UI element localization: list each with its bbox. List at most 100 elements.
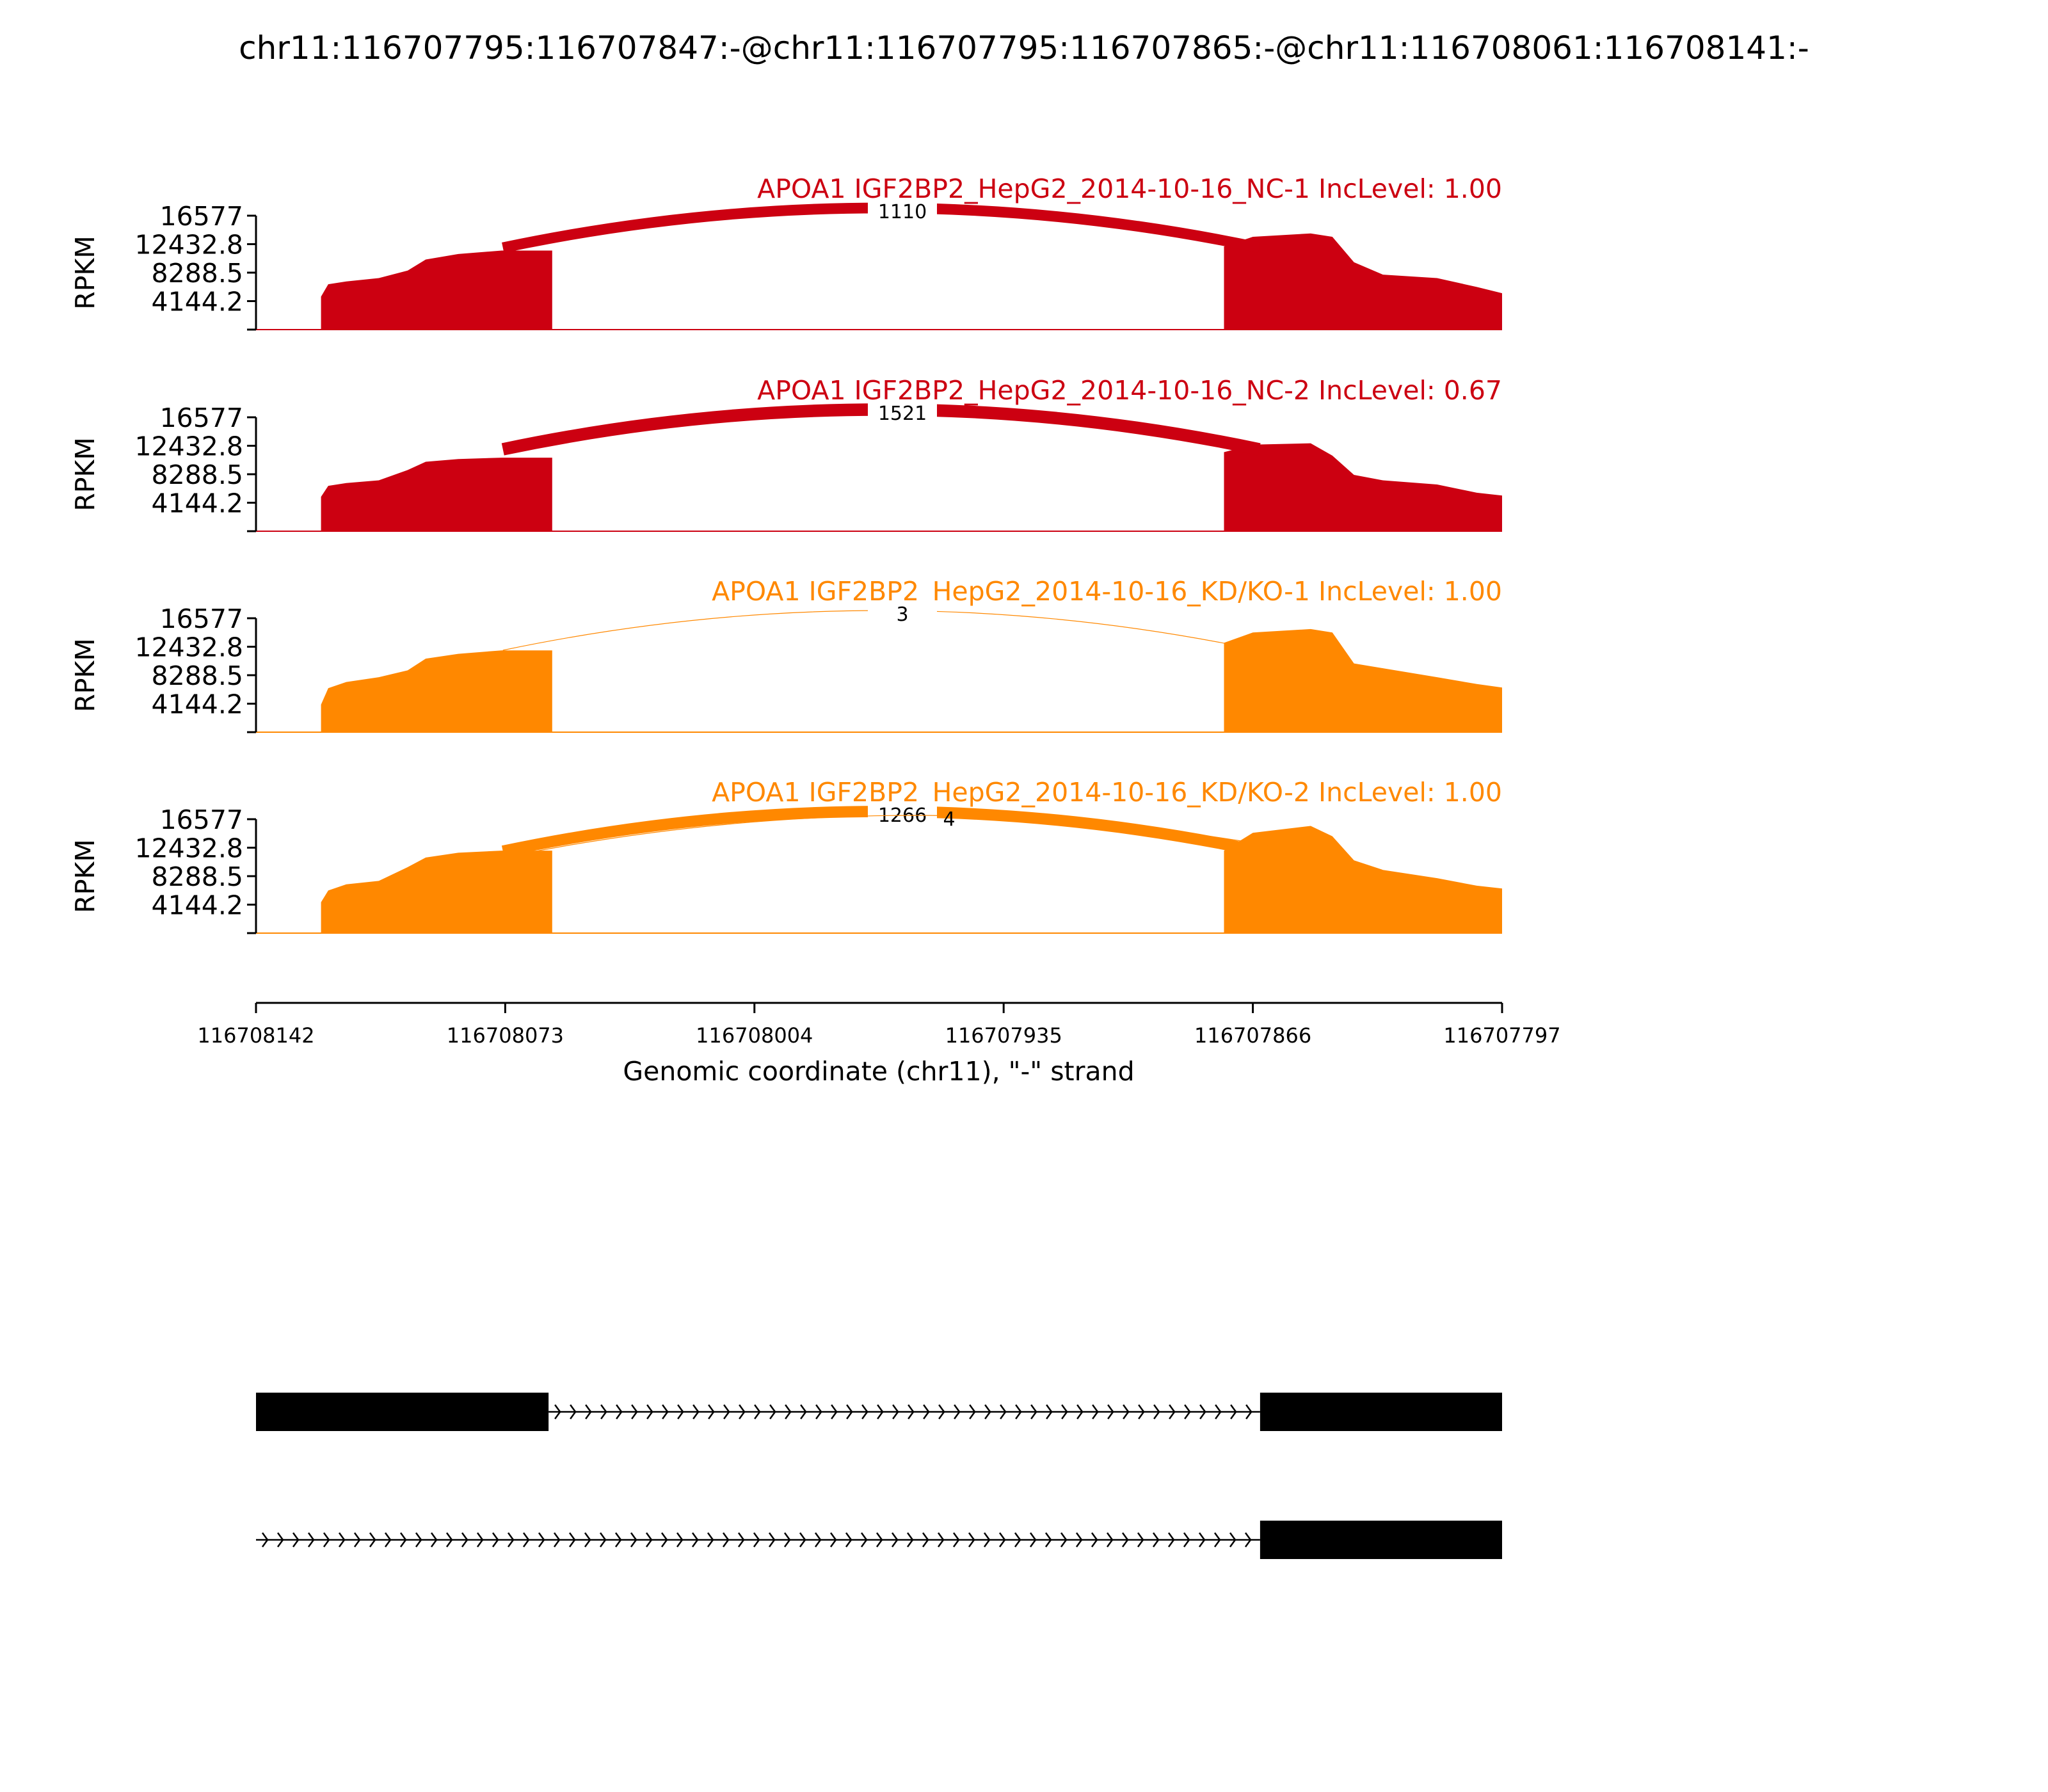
strand-arrow (600, 1404, 607, 1420)
strand-arrow (906, 1532, 914, 1548)
y-tick-label: 4144.2 (152, 689, 243, 720)
exon-block (256, 1393, 549, 1431)
strand-arrow (1244, 1532, 1252, 1548)
strand-arrow (307, 1532, 315, 1548)
exon-block (1260, 1521, 1502, 1559)
strand-arrow (768, 1532, 776, 1548)
strand-arrow (568, 1532, 576, 1548)
strand-arrow (522, 1532, 530, 1548)
strand-arrow (860, 1532, 868, 1548)
strand-arrow (952, 1532, 960, 1548)
strand-arrow (415, 1532, 422, 1548)
strand-arrow (831, 1404, 838, 1420)
isoform-2 (256, 1521, 1502, 1559)
strand-arrow (692, 1404, 700, 1420)
strand-arrow (754, 1404, 761, 1420)
strand-arrow (676, 1532, 684, 1548)
strand-arrow (861, 1404, 868, 1420)
junction-label-bg (868, 401, 937, 426)
strand-arrow (954, 1404, 961, 1420)
strand-arrow (616, 1404, 623, 1420)
coverage-area (256, 826, 1502, 933)
strand-arrow (1229, 1532, 1236, 1548)
y-tick-label: 8288.5 (152, 660, 243, 691)
y-tick-label: 8288.5 (152, 258, 243, 289)
strand-arrow (1213, 1532, 1221, 1548)
y-axis-label: RPKM (70, 236, 100, 309)
strand-arrow (660, 1532, 668, 1548)
strand-arrow (399, 1532, 407, 1548)
x-tick-label: 116708004 (696, 1023, 813, 1048)
strand-arrow (1014, 1532, 1021, 1548)
strand-arrow (1138, 1404, 1145, 1420)
strand-arrow (908, 1404, 915, 1420)
strand-arrow (662, 1404, 669, 1420)
strand-arrow (922, 1532, 929, 1548)
strand-arrow (1245, 1404, 1252, 1420)
strand-arrow (1107, 1404, 1114, 1420)
strand-arrow (892, 1404, 899, 1420)
strand-arrow (769, 1404, 776, 1420)
junction-label: 1521 (878, 403, 927, 425)
coverage-area (256, 628, 1502, 732)
strand-arrow (585, 1404, 592, 1420)
strand-arrow (785, 1404, 792, 1420)
junction-label: 1110 (878, 201, 927, 223)
strand-arrow (276, 1532, 284, 1548)
strand-arrow (845, 1532, 852, 1548)
strand-arrow (969, 1404, 976, 1420)
strand-arrow (1198, 1532, 1206, 1548)
y-tick-label: 16577 (160, 804, 243, 835)
strand-arrow (445, 1532, 453, 1548)
strand-arrow (708, 1404, 715, 1420)
strand-arrow (1092, 1404, 1099, 1420)
strand-arrow (876, 1532, 883, 1548)
strand-arrow (923, 1404, 930, 1420)
strand-arrow (1044, 1532, 1052, 1548)
y-tick-label: 16577 (160, 403, 243, 433)
strand-arrow (645, 1532, 653, 1548)
y-axis-label: RPKM (70, 839, 100, 913)
strand-arrow (1106, 1532, 1114, 1548)
strand-arrow (846, 1404, 853, 1420)
strand-arrow (353, 1532, 361, 1548)
strand-arrow (1061, 1404, 1068, 1420)
strand-arrow (800, 1404, 807, 1420)
strand-arrow (553, 1532, 561, 1548)
strand-arrow (891, 1532, 899, 1548)
strand-arrow (1137, 1532, 1144, 1548)
strand-arrow (877, 1404, 884, 1420)
strand-arrow (369, 1532, 376, 1548)
exon-block (1260, 1393, 1502, 1431)
y-tick-label: 16577 (160, 201, 243, 232)
strand-arrow (723, 1404, 730, 1420)
strand-arrow (998, 1532, 1006, 1548)
strand-arrow (1183, 1532, 1190, 1548)
strand-arrow (1046, 1404, 1053, 1420)
strand-arrow (1230, 1404, 1237, 1420)
strand-arrow (384, 1532, 392, 1548)
strand-arrow (570, 1404, 577, 1420)
strand-arrow (507, 1532, 515, 1548)
x-tick-label: 116707797 (1443, 1023, 1560, 1048)
strand-arrow (1153, 1404, 1160, 1420)
strand-arrow (1199, 1404, 1206, 1420)
isoform-1 (256, 1393, 1502, 1431)
strand-arrow (554, 1404, 561, 1420)
x-axis: 116708142 116708073 116708004 116707935 1167… (197, 1002, 1561, 1087)
strand-arrow (631, 1404, 638, 1420)
y-tick-label: 12432.8 (134, 833, 243, 863)
strand-arrow (737, 1532, 745, 1548)
plot-title: chr11:116707795:116707847:-@chr11:116707… (239, 29, 1809, 67)
strand-arrow (691, 1532, 699, 1548)
strand-arrow (677, 1404, 684, 1420)
strand-arrow (722, 1532, 730, 1548)
y-tick-label: 12432.8 (134, 431, 243, 461)
y-axis-label: RPKM (70, 638, 100, 712)
strand-arrow (476, 1532, 484, 1548)
junction-label-bg (868, 199, 937, 225)
